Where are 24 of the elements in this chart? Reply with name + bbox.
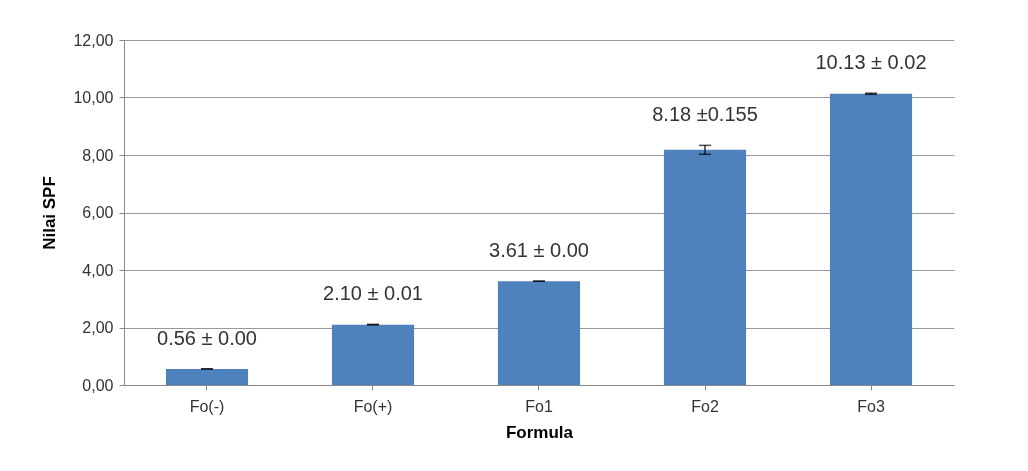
- x-tick-label: Fo2: [691, 397, 719, 415]
- bar: [829, 93, 913, 385]
- data-label: 8.18 ±0.155: [652, 103, 758, 126]
- x-tick-label: Fo(+): [353, 397, 393, 415]
- data-label: 0.56 ± 0.00: [157, 326, 257, 349]
- y-tick-label: 2,00: [82, 319, 114, 336]
- data-label: 10.13 ± 0.02: [815, 51, 927, 74]
- x-tick-label: Fo(-): [189, 397, 225, 415]
- y-tick-label: 12,00: [73, 31, 114, 49]
- y-tick-label: 8,00: [82, 146, 114, 164]
- bar: [165, 368, 249, 385]
- y-tick-label: 6,00: [82, 204, 114, 221]
- bar: [497, 281, 581, 385]
- bar: [663, 149, 747, 385]
- y-tick-label: 0,00: [82, 376, 114, 394]
- x-tick-label: Fo1: [525, 397, 553, 415]
- y-axis-title: Nilai SPF: [40, 176, 60, 250]
- bar: [331, 324, 415, 385]
- data-label: 2.10 ± 0.01: [323, 282, 423, 305]
- y-tick-label: 10,00: [73, 89, 114, 106]
- y-tick-label: 4,00: [82, 261, 114, 279]
- data-label: 3.61 ± 0.00: [489, 239, 589, 262]
- x-tick-label: Fo3: [857, 397, 885, 415]
- x-axis-title: Formula: [505, 422, 574, 442]
